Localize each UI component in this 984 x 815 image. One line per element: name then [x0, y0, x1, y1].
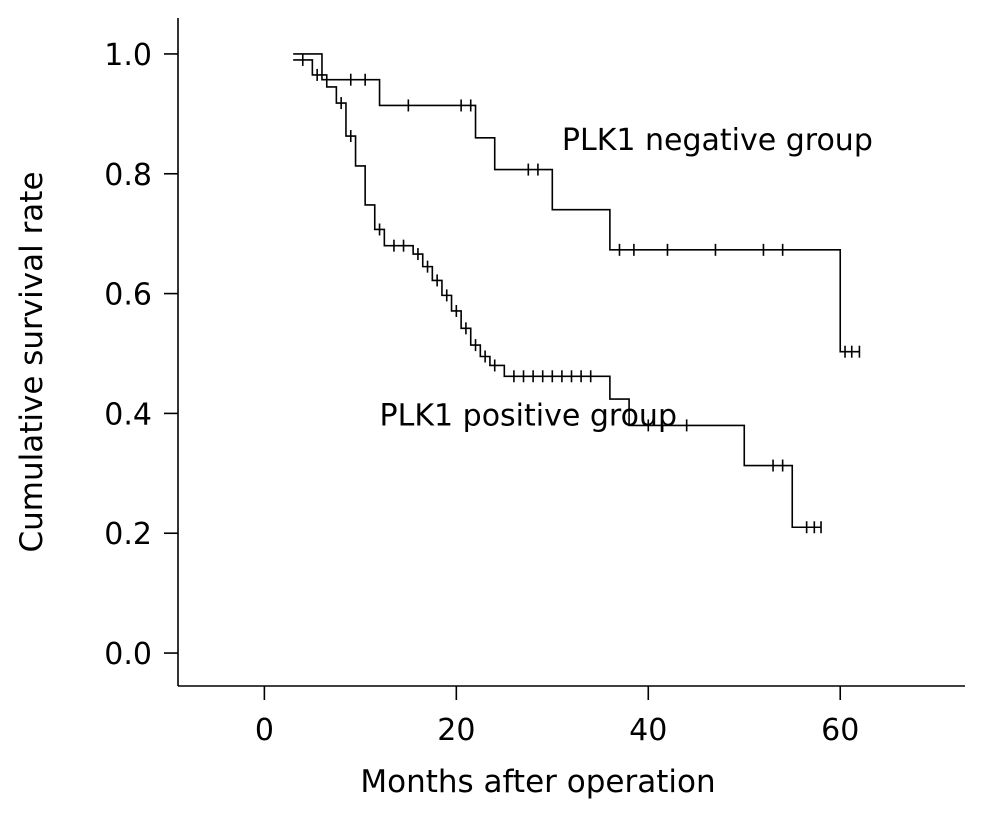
x-tick-label: 40 [629, 713, 667, 748]
group-label: PLK1 positive group [380, 398, 677, 433]
x-tick-label: 20 [437, 713, 475, 748]
y-tick-label: 0.2 [104, 517, 152, 552]
x-axis-title: Months after operation [360, 764, 715, 800]
group-label: PLK1 negative group [562, 123, 873, 158]
y-tick-label: 0.0 [104, 637, 152, 672]
y-tick-label: 0.8 [104, 158, 152, 193]
survival-curve-negative [293, 53, 860, 353]
y-tick-label: 0.4 [104, 397, 152, 432]
x-tick-label: 60 [821, 713, 859, 748]
y-axis-title: Cumulative survival rate [14, 171, 50, 552]
x-tick-label: 0 [255, 713, 274, 748]
annotations: PLK1 negative group PLK1 positive group [380, 123, 873, 434]
y-tick-label: 0.6 [104, 278, 152, 313]
censor-marks [301, 53, 861, 534]
axes [177, 18, 965, 687]
ticks: 0 20 40 60 0.0 0.2 0.4 0.6 0.8 1.0 [104, 38, 859, 748]
y-tick-label: 1.0 [104, 38, 152, 73]
